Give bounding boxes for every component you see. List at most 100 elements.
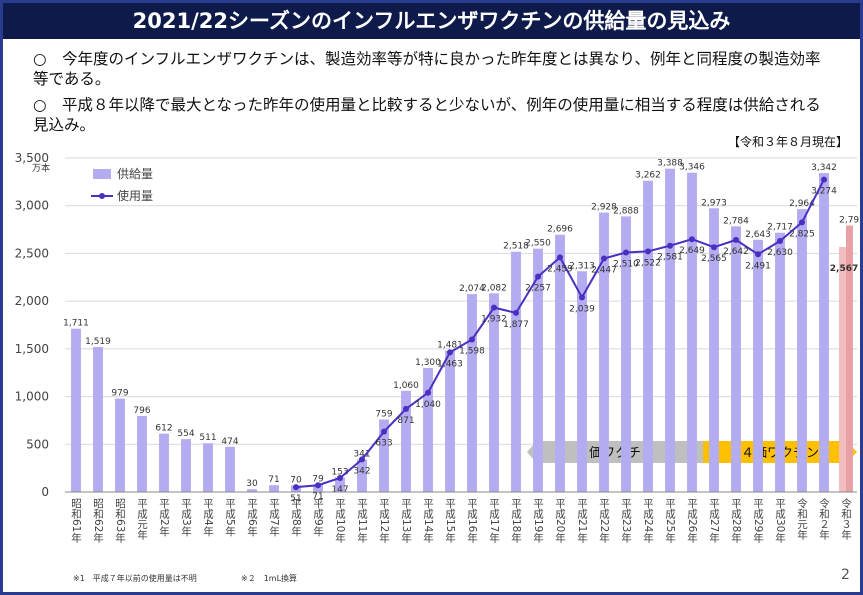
x-tick-label: 平成5年 bbox=[224, 498, 236, 537]
legend-label: 使用量 bbox=[117, 188, 153, 203]
usage-point bbox=[645, 248, 651, 255]
supply-label: 796 bbox=[133, 406, 150, 416]
y-tick-label: 500 bbox=[26, 437, 49, 451]
usage-point bbox=[447, 349, 453, 356]
supply-bar bbox=[621, 216, 631, 492]
supply-label: 70 bbox=[290, 475, 302, 485]
supply-label: 153 bbox=[331, 467, 348, 477]
supply-label: 3,346 bbox=[679, 163, 705, 173]
usage-label: 71 bbox=[312, 492, 323, 502]
usage-label: 2,522 bbox=[635, 258, 661, 268]
x-tick-label: 令和元年 bbox=[796, 497, 808, 541]
x-tick-label: 平成元年 bbox=[136, 498, 148, 541]
supply-label: 3,342 bbox=[811, 163, 837, 173]
usage-label: 1,463 bbox=[437, 359, 463, 369]
supply-label: 2,082 bbox=[481, 283, 507, 293]
usage-point bbox=[469, 336, 475, 343]
y-tick-label: 1,500 bbox=[15, 342, 49, 356]
supply-bar bbox=[577, 271, 587, 492]
usage-label: 2,642 bbox=[723, 247, 749, 257]
usage-point bbox=[601, 255, 607, 262]
supply-label: 71 bbox=[268, 475, 279, 485]
arrow bbox=[527, 436, 703, 468]
forecast-label: 2,567 bbox=[830, 264, 858, 274]
supply-bar bbox=[643, 180, 653, 492]
usage-label: 2,447 bbox=[591, 265, 617, 275]
supply-bar bbox=[665, 168, 675, 493]
legend-swatch bbox=[93, 169, 111, 179]
legend-swatch bbox=[99, 193, 105, 199]
supply-bar bbox=[423, 367, 433, 492]
x-tick-label: 昭和61年 bbox=[70, 498, 82, 544]
supply-bar bbox=[159, 433, 169, 492]
supply-bar bbox=[511, 251, 521, 492]
usage-label: 1,040 bbox=[415, 400, 441, 410]
usage-point bbox=[381, 428, 387, 435]
x-tick-label: 平成8年 bbox=[290, 498, 302, 537]
supply-label: 2,550 bbox=[525, 239, 551, 249]
usage-point bbox=[711, 244, 717, 251]
supply-label: 1,481 bbox=[437, 341, 463, 351]
usage-label: 2,510 bbox=[613, 259, 639, 269]
x-tick-label: 昭和62年 bbox=[92, 498, 104, 544]
x-tick-label: 平成23年 bbox=[620, 498, 632, 544]
supply-bar bbox=[533, 248, 543, 492]
supply-bar bbox=[687, 172, 697, 493]
usage-label: 2,565 bbox=[701, 254, 727, 264]
usage-label: 2,459 bbox=[547, 264, 573, 274]
usage-label: 2,630 bbox=[767, 248, 793, 258]
supply-label: 341 bbox=[353, 449, 370, 459]
x-tick-label: 平成21年 bbox=[576, 498, 588, 544]
footnote: ※２ 1mL換算 bbox=[241, 573, 297, 583]
usage-point bbox=[557, 254, 563, 261]
supply-bar bbox=[401, 390, 411, 492]
x-tick-label: 平成6年 bbox=[246, 498, 258, 537]
y-tick-label: 3,500 bbox=[15, 151, 49, 165]
usage-point bbox=[513, 309, 519, 316]
usage-point bbox=[667, 242, 673, 249]
supply-bar bbox=[115, 398, 125, 492]
x-tick-label: 平成22年 bbox=[598, 498, 610, 544]
supply-label: 2,928 bbox=[591, 203, 617, 213]
footnote: ※1 平成７年以前の使用量は不明 bbox=[73, 573, 197, 583]
usage-label: 871 bbox=[397, 416, 414, 426]
supply-label: 2,313 bbox=[569, 261, 595, 271]
usage-point bbox=[359, 456, 365, 463]
supply-bar bbox=[731, 226, 741, 493]
supply-label: 554 bbox=[177, 429, 194, 439]
chart: 【令和３年８月現在】 万本 ※1 平成７年以前の使用量は不明 ※２ 1mL換算 … bbox=[15, 134, 860, 583]
x-tick-label: 平成26年 bbox=[686, 498, 698, 544]
x-tick-label: 平成29年 bbox=[752, 498, 764, 544]
x-tick-label: 平成24年 bbox=[642, 498, 654, 544]
supply-label: 3,388 bbox=[657, 159, 683, 169]
usage-label: 3,274 bbox=[811, 187, 837, 197]
usage-point bbox=[535, 273, 541, 280]
x-tick-label: 平成11年 bbox=[356, 498, 368, 544]
supply-label: 2,792 bbox=[839, 216, 860, 226]
supply-bar bbox=[445, 350, 455, 492]
usage-label: 2,257 bbox=[525, 284, 551, 294]
supply-label: 30 bbox=[246, 479, 258, 489]
supply-bar bbox=[203, 443, 213, 492]
supply-label: 2,973 bbox=[701, 198, 727, 208]
x-tick-label: 平成4年 bbox=[202, 498, 214, 537]
supply-label: 759 bbox=[375, 410, 392, 420]
usage-point bbox=[293, 484, 299, 491]
supply-label: 979 bbox=[111, 389, 128, 399]
x-tick-label: 平成25年 bbox=[664, 498, 676, 544]
x-tick-label: 平成10年 bbox=[334, 498, 346, 544]
usage-point bbox=[491, 304, 497, 311]
x-tick-label: 平成27年 bbox=[708, 498, 720, 544]
supply-bar bbox=[225, 446, 235, 492]
supply-bar bbox=[247, 489, 257, 492]
usage-point bbox=[623, 249, 629, 256]
usage-label: 1,598 bbox=[459, 347, 485, 357]
supply-bar bbox=[555, 234, 565, 492]
y-unit: 万本 bbox=[32, 162, 50, 174]
supply-bar bbox=[357, 459, 367, 492]
x-tick-label: 平成15年 bbox=[444, 498, 456, 544]
supply-bar bbox=[489, 293, 499, 492]
supply-bar bbox=[335, 477, 345, 492]
usage-label: 2,649 bbox=[679, 246, 705, 256]
